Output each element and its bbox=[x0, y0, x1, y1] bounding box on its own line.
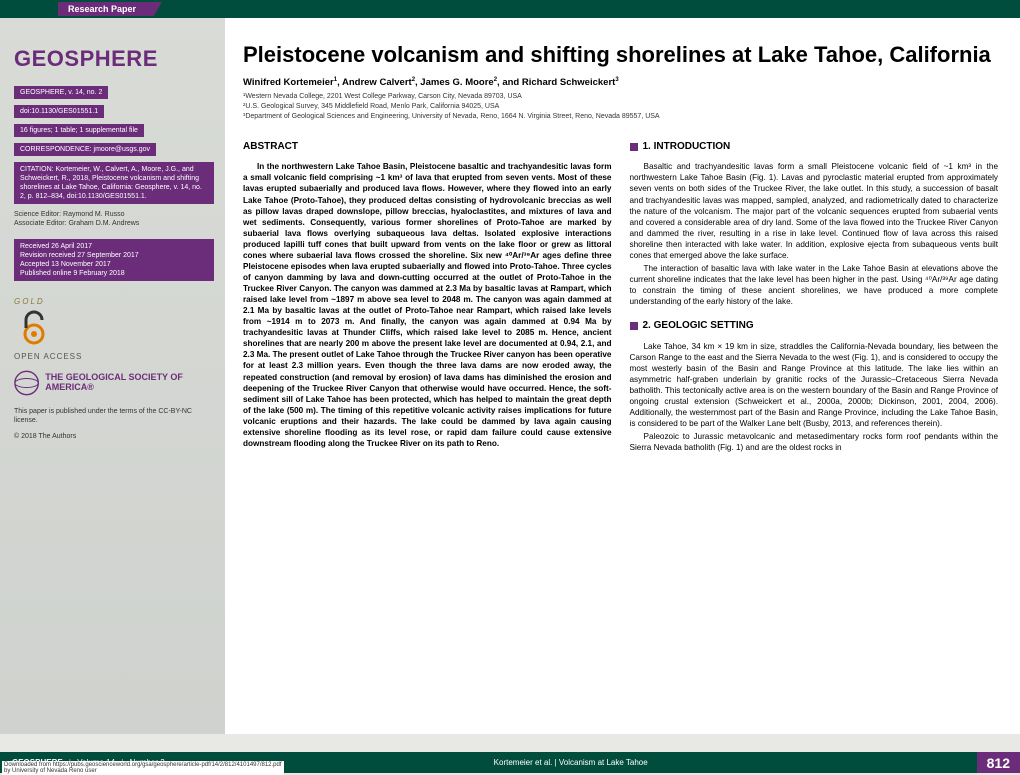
abstract-heading-text: ABSTRACT bbox=[243, 140, 298, 154]
intro-heading: 1. INTRODUCTION bbox=[630, 140, 999, 154]
citation-pill: CITATION: Kortemeier, W., Calvert, A., M… bbox=[14, 162, 214, 204]
copyright-text: © 2018 The Authors bbox=[14, 433, 215, 440]
abstract-heading: ABSTRACT bbox=[243, 140, 612, 154]
footer-center: Kortemeier et al. | Volcanism at Lake Ta… bbox=[165, 758, 977, 767]
open-access-label: OPEN ACCESS bbox=[14, 352, 215, 361]
left-column: ABSTRACT In the northwestern Lake Tahoe … bbox=[243, 140, 612, 455]
affil-1: ¹Western Nevada College, 2201 West Colle… bbox=[243, 92, 998, 102]
setting-p1: Lake Tahoe, 34 km × 19 km in size, strad… bbox=[630, 341, 999, 430]
issue-pill: GEOSPHERE, v. 14, no. 2 bbox=[14, 86, 108, 99]
journal-name: GEOSPHERE bbox=[14, 46, 215, 72]
open-access-icon bbox=[14, 308, 54, 348]
affil-2: ²U.S. Geological Survey, 345 Middlefield… bbox=[243, 102, 998, 112]
sidebar: GEOSPHERE GEOSPHERE, v. 14, no. 2 doi:10… bbox=[0, 18, 225, 734]
intro-body: Basaltic and trachyandesitic lavas form … bbox=[630, 161, 999, 307]
setting-heading: 2. GEOLOGIC SETTING bbox=[630, 319, 999, 333]
top-bar: Research Paper bbox=[0, 0, 1020, 18]
section-square-icon bbox=[630, 322, 638, 330]
editors-block: Science Editor: Raymond M. Russo Associa… bbox=[14, 210, 215, 228]
setting-heading-text: 2. GEOLOGIC SETTING bbox=[643, 319, 754, 333]
dates-pill: Received 26 April 2017 Revision received… bbox=[14, 239, 214, 281]
abstract-body: In the northwestern Lake Tahoe Basin, Pl… bbox=[243, 161, 612, 449]
gsa-logo-icon bbox=[14, 369, 39, 397]
setting-body: Lake Tahoe, 34 km × 19 km in size, strad… bbox=[630, 341, 999, 454]
license-text: This paper is published under the terms … bbox=[14, 407, 215, 425]
affil-3: ³Department of Geological Sciences and E… bbox=[243, 112, 998, 122]
page-body: GEOSPHERE GEOSPHERE, v. 14, no. 2 doi:10… bbox=[0, 18, 1020, 734]
research-paper-badge: Research Paper bbox=[58, 2, 162, 16]
gsa-block[interactable]: THE GEOLOGICAL SOCIETY OF AMERICA® bbox=[14, 369, 215, 397]
affiliations: ¹Western Nevada College, 2201 West Colle… bbox=[243, 92, 998, 121]
doi-pill[interactable]: doi:10.1130/GES01551.1 bbox=[14, 105, 104, 118]
article-title: Pleistocene volcanism and shifting shore… bbox=[243, 42, 998, 67]
page-number: 812 bbox=[977, 752, 1020, 773]
intro-p2: The interaction of basaltic lava with la… bbox=[630, 263, 999, 307]
intro-heading-text: 1. INTRODUCTION bbox=[643, 140, 731, 154]
intro-p1: Basaltic and trachyandesitic lavas form … bbox=[630, 161, 999, 261]
two-column-body: ABSTRACT In the northwestern Lake Tahoe … bbox=[243, 140, 998, 455]
right-column: 1. INTRODUCTION Basaltic and trachyandes… bbox=[630, 140, 999, 455]
figures-pill: 16 figures; 1 table; 1 supplemental file bbox=[14, 124, 144, 137]
authors-line: Winifred Kortemeier1, Andrew Calvert2, J… bbox=[243, 77, 998, 88]
main-content: Pleistocene volcanism and shifting shore… bbox=[225, 18, 1020, 734]
correspondence-pill[interactable]: CORRESPONDENCE: jmoore@usgs.gov bbox=[14, 143, 156, 156]
gsa-name: THE GEOLOGICAL SOCIETY OF AMERICA® bbox=[45, 373, 215, 393]
open-access-block: GOLD OPEN ACCESS bbox=[14, 297, 215, 361]
setting-p2: Paleozoic to Jurassic metavolcanic and m… bbox=[630, 431, 999, 453]
gold-label: GOLD bbox=[14, 297, 215, 306]
section-square-icon bbox=[630, 143, 638, 151]
